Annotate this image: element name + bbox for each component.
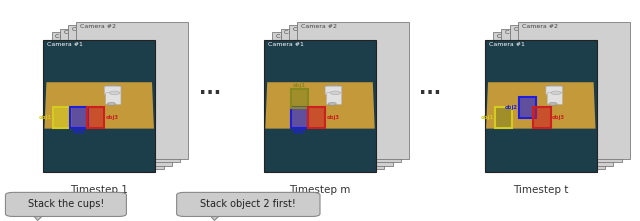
- Text: Camera #5: Camera #5: [56, 34, 92, 39]
- FancyBboxPatch shape: [308, 107, 325, 128]
- Ellipse shape: [551, 91, 561, 95]
- Text: Timestep m: Timestep m: [289, 185, 351, 195]
- Text: Camera #3: Camera #3: [292, 27, 329, 32]
- FancyBboxPatch shape: [60, 29, 172, 166]
- FancyBboxPatch shape: [291, 89, 308, 108]
- Polygon shape: [32, 214, 45, 221]
- FancyBboxPatch shape: [52, 32, 164, 169]
- Text: ...: ...: [199, 79, 221, 98]
- FancyBboxPatch shape: [87, 107, 104, 128]
- FancyBboxPatch shape: [495, 107, 512, 128]
- Ellipse shape: [328, 102, 337, 105]
- FancyBboxPatch shape: [70, 107, 88, 128]
- Ellipse shape: [107, 102, 115, 105]
- FancyBboxPatch shape: [533, 107, 551, 128]
- Text: Camera #5: Camera #5: [276, 34, 312, 39]
- Text: Camera #5: Camera #5: [497, 34, 533, 39]
- Text: Camera #3: Camera #3: [514, 27, 550, 32]
- Ellipse shape: [330, 91, 340, 95]
- Text: Camera #2: Camera #2: [522, 24, 558, 29]
- FancyBboxPatch shape: [104, 86, 121, 95]
- Polygon shape: [486, 82, 595, 129]
- Ellipse shape: [549, 102, 557, 105]
- FancyBboxPatch shape: [502, 29, 613, 166]
- FancyBboxPatch shape: [68, 25, 180, 162]
- Text: obj1: obj1: [39, 115, 52, 120]
- FancyBboxPatch shape: [273, 32, 385, 169]
- Text: obj1: obj1: [481, 115, 493, 120]
- FancyBboxPatch shape: [325, 86, 342, 95]
- FancyBboxPatch shape: [546, 86, 563, 95]
- Text: Camera #4: Camera #4: [285, 30, 321, 36]
- Ellipse shape: [104, 85, 122, 89]
- FancyBboxPatch shape: [326, 93, 342, 105]
- Text: Camera #4: Camera #4: [64, 30, 100, 36]
- Ellipse shape: [545, 85, 563, 89]
- FancyBboxPatch shape: [547, 93, 563, 105]
- Text: obj3: obj3: [106, 115, 118, 120]
- Text: Camera #4: Camera #4: [506, 30, 541, 36]
- Text: obj2: obj2: [72, 129, 85, 134]
- FancyBboxPatch shape: [485, 40, 596, 172]
- Bar: [209, 213, 223, 215]
- Text: obj3: obj3: [326, 115, 339, 120]
- FancyBboxPatch shape: [289, 25, 401, 162]
- Text: obj2: obj2: [504, 105, 518, 110]
- Text: Timestep t: Timestep t: [513, 185, 568, 195]
- Text: obj3: obj3: [552, 115, 565, 120]
- FancyBboxPatch shape: [519, 97, 536, 118]
- Ellipse shape: [324, 85, 342, 89]
- Text: Camera #2: Camera #2: [81, 24, 116, 29]
- Text: Camera #3: Camera #3: [72, 27, 108, 32]
- Polygon shape: [209, 214, 221, 221]
- FancyBboxPatch shape: [280, 29, 393, 166]
- FancyBboxPatch shape: [177, 192, 320, 217]
- FancyBboxPatch shape: [44, 40, 155, 172]
- Bar: [32, 213, 46, 215]
- FancyBboxPatch shape: [77, 22, 188, 159]
- Text: Camera #2: Camera #2: [301, 24, 337, 29]
- FancyBboxPatch shape: [53, 107, 70, 128]
- Text: ...: ...: [419, 79, 441, 98]
- Polygon shape: [265, 82, 374, 129]
- FancyBboxPatch shape: [493, 32, 605, 169]
- Polygon shape: [45, 82, 154, 129]
- Text: Camera #1: Camera #1: [47, 42, 83, 47]
- Ellipse shape: [109, 91, 120, 95]
- FancyBboxPatch shape: [518, 22, 630, 159]
- FancyBboxPatch shape: [297, 22, 410, 159]
- FancyBboxPatch shape: [291, 107, 308, 128]
- Text: Camera #1: Camera #1: [489, 42, 525, 47]
- FancyBboxPatch shape: [106, 93, 121, 105]
- Text: Camera #1: Camera #1: [268, 42, 304, 47]
- Text: Timestep 1: Timestep 1: [70, 185, 128, 195]
- FancyBboxPatch shape: [5, 192, 127, 217]
- Text: Stack object 2 first!: Stack object 2 first!: [200, 199, 296, 210]
- FancyBboxPatch shape: [264, 40, 376, 172]
- Text: obj1: obj1: [293, 84, 306, 88]
- Text: obj2: obj2: [293, 129, 306, 134]
- Text: Stack the cups!: Stack the cups!: [28, 199, 104, 210]
- FancyBboxPatch shape: [509, 25, 622, 162]
